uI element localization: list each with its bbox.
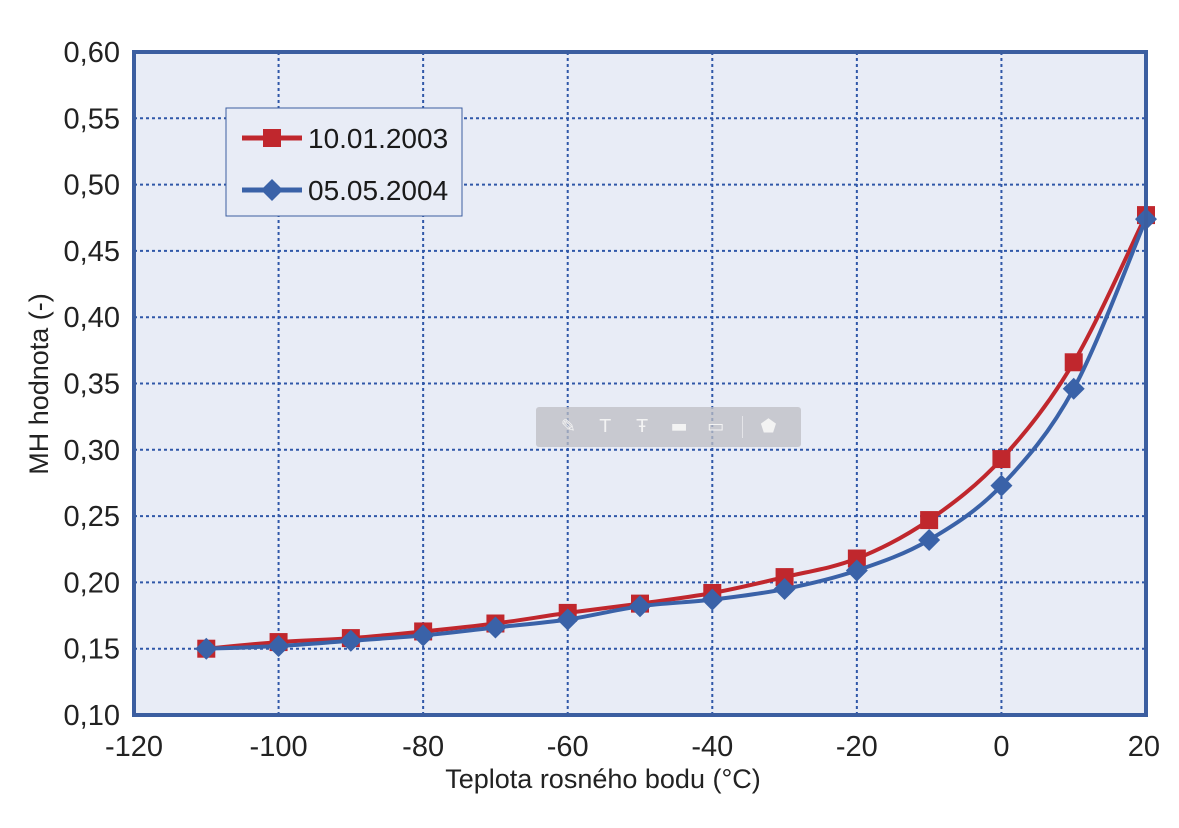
- y-tick-label: 0,20: [64, 567, 120, 599]
- tag-icon[interactable]: ⬟: [760, 416, 777, 437]
- legend-box: [225, 107, 463, 217]
- y-tick-label: 0,55: [64, 103, 120, 135]
- data-point-diamond: [412, 624, 435, 647]
- x-tick-label: -120: [105, 731, 163, 763]
- data-point-diamond: [701, 588, 724, 611]
- y-tick-label: 0,15: [64, 634, 120, 666]
- data-point-square: [920, 511, 939, 530]
- x-tick-label: -40: [691, 731, 733, 763]
- text-alt-icon[interactable]: Ŧ: [636, 416, 648, 437]
- pencil-icon[interactable]: ✎: [560, 416, 576, 437]
- legend: 10.01.2003 05.05.2004: [225, 107, 463, 217]
- data-point-diamond: [990, 474, 1013, 497]
- data-point-diamond: [556, 608, 579, 631]
- data-point-diamond: [267, 635, 290, 658]
- data-point-diamond: [773, 578, 796, 601]
- legend-label: 05.05.2004: [308, 175, 448, 206]
- data-point-diamond: [1062, 377, 1085, 400]
- x-tick-labels: -120 -100 -80 -60 -40 -20 0 20: [105, 731, 1160, 763]
- y-tick-label: 0,10: [64, 700, 120, 732]
- x-tick-label: 20: [1128, 731, 1160, 763]
- y-tick-label: 0,35: [64, 369, 120, 401]
- legend-entry: 10.01.2003: [242, 123, 448, 154]
- x-tick-label: 0: [993, 731, 1009, 763]
- data-point-diamond: [195, 637, 218, 660]
- data-point-diamond: [845, 559, 868, 582]
- stamp-icon[interactable]: ▬: [670, 416, 688, 437]
- series-2: [195, 208, 1157, 660]
- data-point-diamond: [918, 528, 941, 551]
- x-axis-label: Teplota rosného bodu (°C): [445, 764, 760, 794]
- y-tick-label: 0,40: [64, 302, 120, 334]
- x-tick-label: -60: [547, 731, 589, 763]
- data-point-square: [992, 450, 1011, 469]
- plot-frame: [132, 50, 1148, 717]
- y-tick-label: 0,60: [64, 37, 120, 69]
- legend-label: 10.01.2003: [308, 123, 448, 154]
- data-point-diamond: [629, 595, 651, 618]
- y-axis-label: MH hodnota (-): [24, 293, 54, 475]
- data-point-square: [775, 568, 794, 587]
- data-point-diamond: [484, 616, 507, 639]
- x-tick-label: -80: [402, 731, 444, 763]
- x-tick-label: -20: [836, 731, 878, 763]
- y-tick-label: 0,50: [64, 170, 120, 202]
- annotation-toolbar[interactable]: ✎ T Ŧ ▬ ▭ ⬟: [536, 407, 801, 447]
- data-point-square: [847, 549, 866, 568]
- y-tick-label: 0,45: [64, 236, 120, 268]
- x-tick-label: -100: [250, 731, 308, 763]
- data-point-diamond: [339, 629, 362, 652]
- text-icon[interactable]: T: [599, 416, 611, 437]
- y-tick-label: 0,30: [64, 435, 120, 467]
- y-tick-label: 0,25: [64, 501, 120, 533]
- legend-entry: 05.05.2004: [242, 175, 448, 206]
- data-point-square: [1064, 353, 1083, 372]
- box-icon[interactable]: ▭: [707, 416, 725, 437]
- toolbar-divider: [741, 416, 743, 438]
- y-tick-labels: 0,10 0,15 0,20 0,25 0,30 0,35 0,40 0,45 0,50 0,55…: [64, 37, 120, 732]
- data-point-diamond: [261, 179, 283, 201]
- data-point-square: [263, 129, 281, 147]
